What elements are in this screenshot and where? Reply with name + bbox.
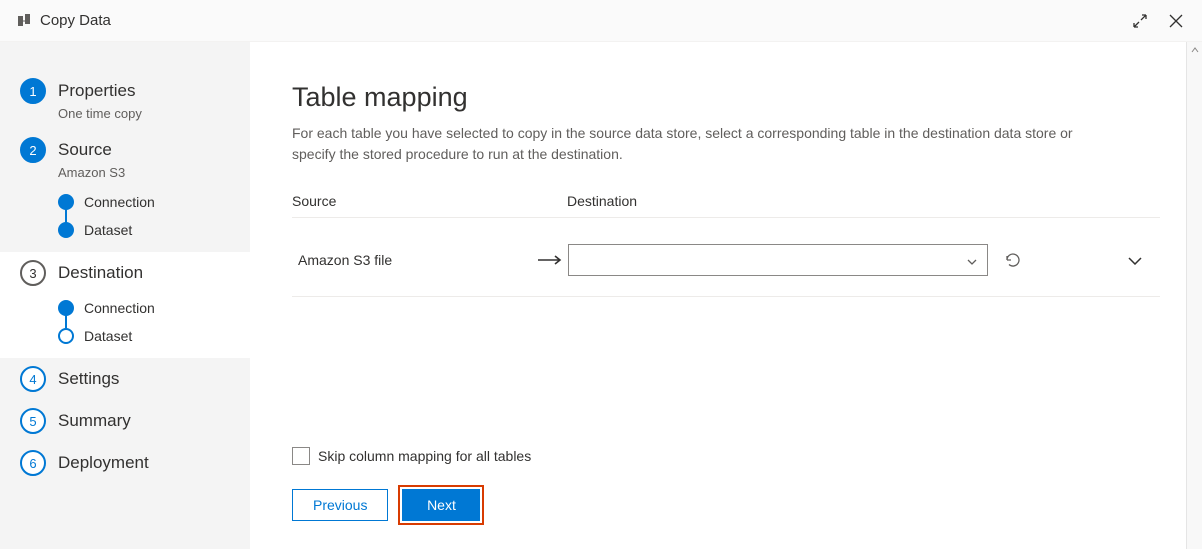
step-summary[interactable]: 5 Summary — [0, 400, 250, 442]
dialog-header: Copy Data — [0, 0, 1202, 42]
step-number: 2 — [20, 137, 46, 163]
substep-dot — [58, 194, 74, 210]
step-subtitle: Amazon S3 — [58, 165, 230, 180]
step-number: 1 — [20, 78, 46, 104]
skip-mapping-checkbox[interactable] — [292, 447, 310, 465]
step-number: 3 — [20, 260, 46, 286]
next-button[interactable]: Next — [402, 489, 480, 521]
step-title: Destination — [58, 263, 143, 283]
column-header-source: Source — [292, 193, 567, 209]
step-subtitle: One time copy — [58, 106, 230, 121]
substep-source-dataset[interactable]: Dataset — [58, 216, 230, 244]
chevron-down-icon[interactable] — [1128, 252, 1142, 268]
step-title: Properties — [58, 81, 135, 101]
step-title: Summary — [58, 411, 131, 431]
step-properties[interactable]: 1 Properties One time copy — [0, 70, 250, 129]
arrow-icon — [532, 255, 568, 265]
substep-dot — [58, 328, 74, 344]
step-title: Settings — [58, 369, 119, 389]
scrollbar[interactable] — [1186, 42, 1202, 549]
column-header-destination: Destination — [567, 193, 637, 209]
copy-data-icon — [16, 12, 34, 30]
table-row: Amazon S3 file — [292, 236, 1160, 297]
substep-source-connection[interactable]: Connection — [58, 188, 230, 216]
close-icon[interactable] — [1166, 11, 1186, 31]
substep-dest-connection[interactable]: Connection — [58, 294, 230, 322]
step-source[interactable]: 2 Source Amazon S3 Connection Dataset — [0, 129, 250, 252]
wizard-sidebar: 1 Properties One time copy 2 Source Amaz… — [0, 42, 250, 549]
step-number: 4 — [20, 366, 46, 392]
chevron-down-icon — [967, 252, 977, 268]
step-number: 6 — [20, 450, 46, 476]
skip-mapping-label: Skip column mapping for all tables — [318, 448, 531, 464]
step-settings[interactable]: 4 Settings — [0, 358, 250, 400]
step-deployment[interactable]: 6 Deployment — [0, 442, 250, 484]
step-title: Source — [58, 140, 112, 160]
dialog-title: Copy Data — [40, 12, 111, 29]
substep-dot — [58, 300, 74, 316]
page-description: For each table you have selected to copy… — [292, 123, 1112, 165]
step-number: 5 — [20, 408, 46, 434]
previous-button[interactable]: Previous — [292, 489, 388, 521]
content-panel: Table mapping For each table you have se… — [250, 42, 1202, 549]
expand-icon[interactable] — [1130, 11, 1150, 31]
destination-select[interactable] — [568, 244, 988, 276]
mapping-table: Source Destination Amazon S3 file — [292, 193, 1160, 297]
substep-dot — [58, 222, 74, 238]
refresh-icon[interactable] — [1004, 251, 1022, 269]
step-destination[interactable]: 3 Destination Connection Dataset — [0, 252, 250, 358]
page-title: Table mapping — [292, 82, 1160, 113]
step-title: Deployment — [58, 453, 149, 473]
scroll-up-icon[interactable] — [1187, 42, 1202, 58]
source-value: Amazon S3 file — [292, 252, 532, 268]
substep-dest-dataset[interactable]: Dataset — [58, 322, 230, 350]
